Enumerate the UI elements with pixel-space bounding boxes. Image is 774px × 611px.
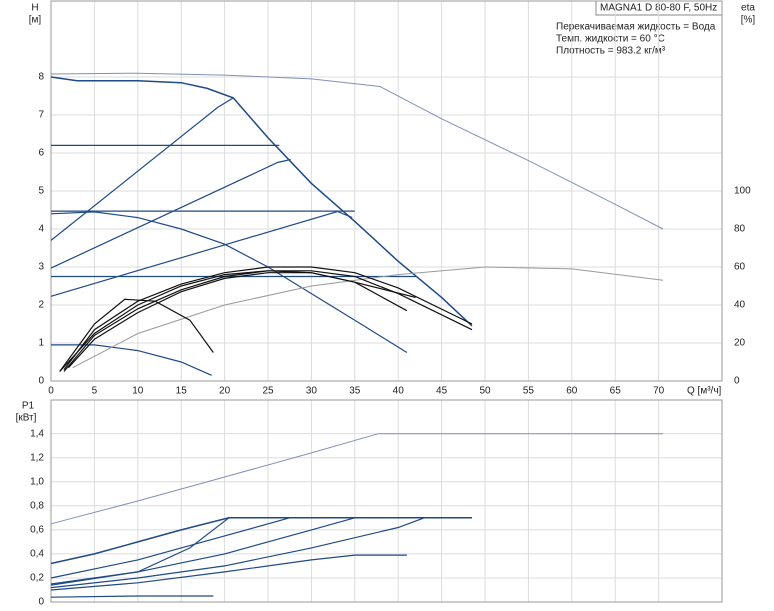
plot-frame xyxy=(50,399,723,603)
x-tick-label: 15 xyxy=(176,386,188,397)
curve xyxy=(50,517,230,586)
y-tick-label: 6 xyxy=(38,148,44,159)
curve xyxy=(50,76,473,327)
y-tick-label: 8 xyxy=(38,72,44,83)
y-tick-label: 4 xyxy=(38,224,44,235)
x-tick-label: 60 xyxy=(566,386,578,397)
info: Темп. жидкости = 60 °C xyxy=(556,34,665,45)
y-tick-label: 0,8 xyxy=(30,500,44,511)
x-tick-label: 10 xyxy=(132,386,144,397)
y2-unit: [%] xyxy=(741,15,756,26)
curve xyxy=(50,517,290,579)
x-tick-label: 55 xyxy=(523,386,535,397)
curve xyxy=(50,433,663,525)
x-tick-label: 0 xyxy=(48,386,54,397)
y-tick-label: 0 xyxy=(38,376,44,387)
curve xyxy=(63,266,473,370)
y-tick-label: 0,4 xyxy=(30,549,44,560)
y2-tick-label: 40 xyxy=(734,300,746,311)
curve xyxy=(50,554,407,591)
y-tick-label: 1 xyxy=(38,338,44,349)
curve xyxy=(72,266,664,369)
y-tick-label: 0,6 xyxy=(30,524,44,535)
y2-tick-label: 20 xyxy=(734,338,746,349)
x-tick-label: 35 xyxy=(349,386,361,397)
curve xyxy=(50,72,664,230)
curve xyxy=(51,344,212,376)
info: Перекачиваемая жидкость = Вода xyxy=(556,22,716,33)
curve xyxy=(50,517,472,565)
y-unit: [м] xyxy=(29,15,42,26)
x-tick-label: 5 xyxy=(92,386,98,397)
y-tick-label: 1,4 xyxy=(30,428,44,439)
y-tick-label: 5 xyxy=(38,186,44,197)
curve xyxy=(67,272,416,369)
y-tick-label: 7 xyxy=(38,110,44,121)
x-tick-label: 65 xyxy=(610,386,622,397)
y-tick-label: 1,0 xyxy=(30,476,44,487)
x-tick-label: 70 xyxy=(653,386,665,397)
y2-tick-label: 80 xyxy=(734,224,746,235)
curve xyxy=(50,517,425,589)
y-tick-label: 0,2 xyxy=(30,573,44,584)
y-tick-label: 1,2 xyxy=(30,452,44,463)
y2-tick-label: 0 xyxy=(734,376,740,387)
y-tick-label: 3 xyxy=(38,262,44,273)
x-tick-label: 25 xyxy=(262,386,274,397)
x-label: Q [м³/ч] xyxy=(687,386,722,397)
x-tick-label: 45 xyxy=(436,386,448,397)
y-tick-label: 0 xyxy=(38,597,44,608)
y2-tick-label: 100 xyxy=(734,186,751,197)
curve xyxy=(50,158,291,269)
curve xyxy=(59,270,473,372)
y2-tick-label: 60 xyxy=(734,262,746,273)
curve xyxy=(50,211,408,354)
x-tick-label: 40 xyxy=(393,386,405,397)
y-label: H xyxy=(31,3,38,14)
y-tick-label: 2 xyxy=(38,300,44,311)
y-label: P1 xyxy=(22,401,35,412)
plot-frame xyxy=(50,0,723,382)
curve xyxy=(50,595,214,598)
x-tick-label: 50 xyxy=(479,386,491,397)
y-unit: [кВт] xyxy=(16,413,37,424)
curve xyxy=(59,298,214,372)
curve xyxy=(50,97,234,241)
info: Плотность = 983.2 кг/м³ xyxy=(556,46,666,57)
y2-label: eta xyxy=(741,3,755,14)
x-tick-label: 20 xyxy=(219,386,231,397)
x-tick-label: 30 xyxy=(306,386,318,397)
